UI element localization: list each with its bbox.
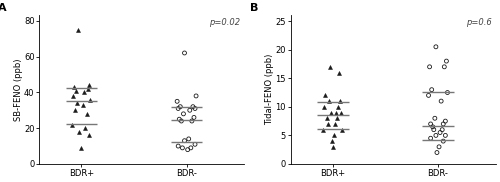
Point: [78, 146, 86, 149]
Text: B: B: [250, 3, 258, 13]
Point: [426, 137, 434, 140]
Y-axis label: Tidal-FENO (ppb): Tidal-FENO (ppb): [265, 54, 274, 125]
Point: [74, 28, 82, 31]
Point: [178, 120, 186, 122]
Point: [432, 134, 440, 137]
Point: [442, 120, 450, 122]
Point: [86, 98, 94, 101]
Point: [438, 128, 446, 131]
Point: [180, 112, 188, 115]
Point: [192, 94, 200, 97]
Point: [333, 117, 341, 120]
Text: A: A: [0, 3, 7, 13]
Point: [442, 134, 450, 137]
Point: [70, 86, 78, 88]
Point: [69, 94, 77, 97]
Point: [428, 125, 436, 128]
Point: [71, 109, 79, 112]
Point: [68, 123, 76, 126]
Point: [174, 145, 182, 148]
Point: [78, 103, 86, 106]
Point: [440, 140, 448, 143]
Point: [437, 100, 445, 103]
Point: [336, 100, 344, 103]
Point: [326, 111, 334, 114]
Point: [426, 122, 434, 125]
Point: [432, 45, 440, 48]
Point: [324, 122, 332, 125]
Point: [435, 145, 443, 148]
Point: [175, 118, 183, 121]
Point: [334, 105, 342, 108]
Point: [189, 105, 197, 108]
Point: [329, 145, 337, 148]
Point: [186, 109, 194, 112]
Point: [320, 128, 328, 131]
Point: [85, 134, 93, 137]
Point: [431, 117, 439, 120]
Point: [191, 107, 199, 110]
Point: [328, 140, 336, 143]
Point: [184, 148, 192, 151]
Point: [76, 130, 84, 133]
Point: [184, 137, 192, 140]
Point: [85, 84, 93, 87]
Point: [320, 105, 328, 108]
Point: [331, 122, 339, 125]
Point: [174, 107, 182, 110]
Point: [440, 65, 448, 68]
Point: [191, 143, 199, 146]
Point: [433, 151, 441, 154]
Point: [440, 122, 448, 125]
Point: [338, 111, 345, 114]
Point: [426, 65, 434, 68]
Point: [436, 131, 444, 134]
Point: [176, 105, 184, 108]
Point: [424, 94, 432, 97]
Point: [326, 65, 334, 68]
Point: [324, 100, 332, 103]
Point: [322, 117, 330, 120]
Point: [72, 89, 80, 92]
Point: [190, 116, 198, 119]
Point: [187, 146, 195, 149]
Point: [444, 91, 452, 94]
Point: [188, 120, 196, 122]
Point: [73, 102, 81, 104]
Point: [442, 60, 450, 63]
Point: [173, 100, 181, 103]
Point: [335, 71, 343, 74]
Point: [80, 91, 88, 94]
Point: [80, 127, 88, 130]
Point: [84, 87, 92, 90]
Point: [180, 139, 188, 142]
Point: [180, 52, 188, 54]
Point: [428, 88, 436, 91]
Point: [178, 146, 186, 149]
Point: [430, 128, 438, 131]
Point: [338, 128, 346, 131]
Point: [82, 112, 90, 115]
Point: [322, 94, 330, 97]
Point: [332, 111, 340, 114]
Text: p=0.02: p=0.02: [209, 18, 240, 27]
Text: p=0.6: p=0.6: [466, 18, 491, 27]
Point: [330, 134, 338, 137]
Y-axis label: SB-FENO (ppb): SB-FENO (ppb): [14, 58, 22, 121]
